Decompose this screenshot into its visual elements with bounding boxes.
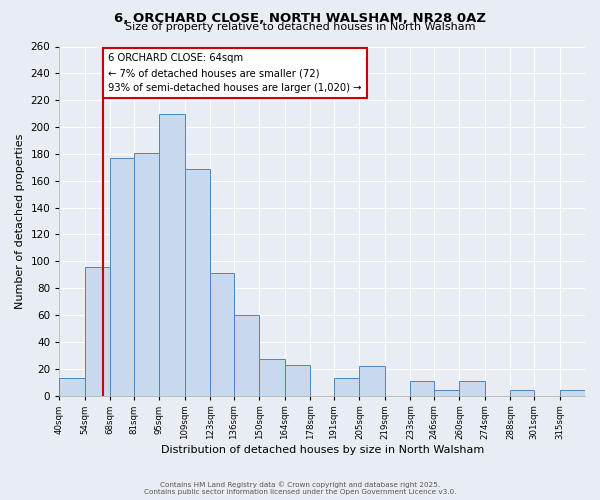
Bar — [434, 390, 460, 396]
Text: 6 ORCHARD CLOSE: 64sqm
← 7% of detached houses are smaller (72)
93% of semi-deta: 6 ORCHARD CLOSE: 64sqm ← 7% of detached … — [109, 53, 362, 93]
Bar — [359, 366, 385, 396]
X-axis label: Distribution of detached houses by size in North Walsham: Distribution of detached houses by size … — [161, 445, 484, 455]
Bar — [410, 381, 434, 396]
Bar — [259, 360, 285, 396]
Bar — [185, 168, 211, 396]
Bar — [511, 390, 534, 396]
Text: 6, ORCHARD CLOSE, NORTH WALSHAM, NR28 0AZ: 6, ORCHARD CLOSE, NORTH WALSHAM, NR28 0A… — [114, 12, 486, 26]
Bar — [110, 158, 134, 396]
Bar — [211, 274, 234, 396]
Text: Size of property relative to detached houses in North Walsham: Size of property relative to detached ho… — [125, 22, 475, 32]
Bar — [460, 381, 485, 396]
Bar — [334, 378, 359, 396]
Bar — [134, 152, 160, 396]
Text: Contains HM Land Registry data © Crown copyright and database right 2025.: Contains HM Land Registry data © Crown c… — [160, 481, 440, 488]
Text: Contains public sector information licensed under the Open Government Licence v3: Contains public sector information licen… — [144, 489, 456, 495]
Bar — [234, 315, 259, 396]
Bar — [560, 390, 585, 396]
Y-axis label: Number of detached properties: Number of detached properties — [15, 134, 25, 308]
Bar — [285, 364, 310, 396]
Bar — [85, 266, 110, 396]
Bar — [160, 114, 185, 396]
Bar — [59, 378, 85, 396]
